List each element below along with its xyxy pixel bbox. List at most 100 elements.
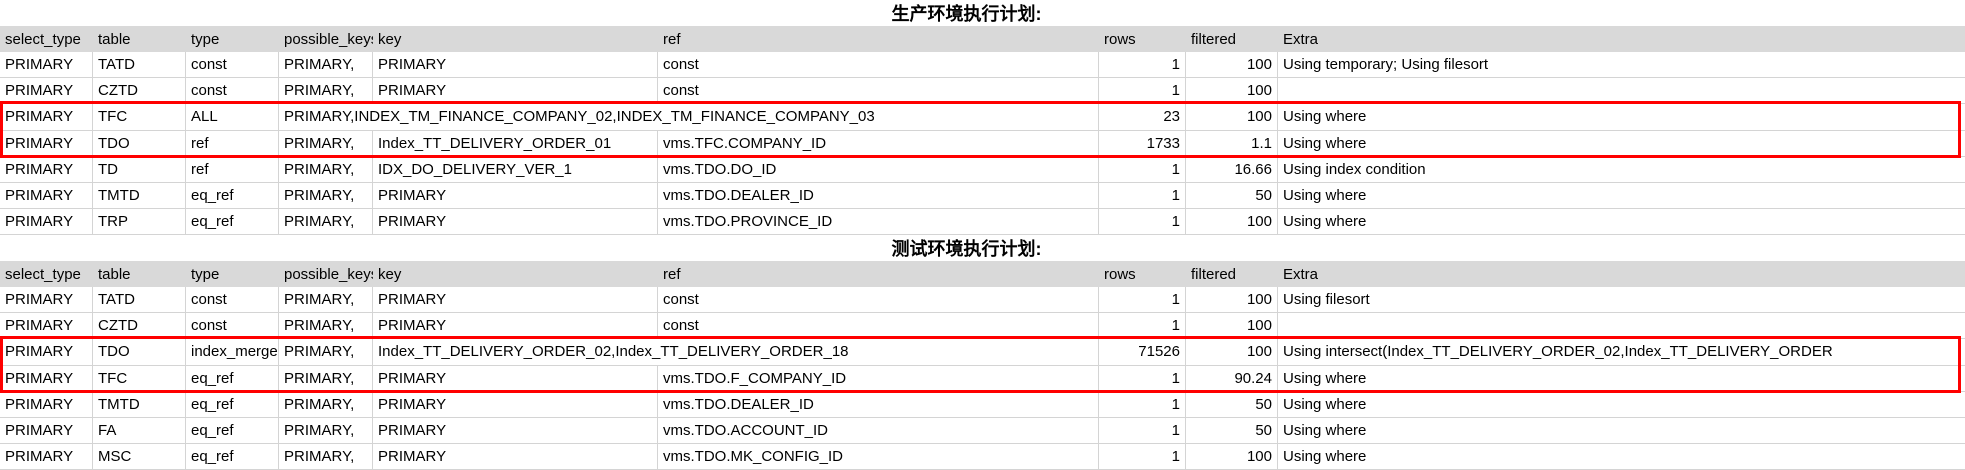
cell-possible-keys[interactable]: PRIMARY, (279, 182, 373, 209)
cell-rows[interactable]: 71526 (1099, 339, 1186, 366)
cell-rows[interactable]: 1 (1099, 443, 1186, 470)
cell-rows[interactable]: 1 (1099, 287, 1186, 314)
cell-table[interactable]: CZTD (93, 313, 186, 340)
cell-extra[interactable]: Using filesort (1278, 287, 1965, 314)
cell-extra[interactable]: Using where (1278, 444, 1965, 470)
cell-table[interactable]: MSC (93, 443, 186, 470)
cell-rows[interactable]: 1 (1099, 365, 1186, 392)
cell-select-type[interactable]: PRIMARY (0, 391, 93, 418)
header-select-type[interactable]: select_type (0, 26, 93, 53)
cell-table[interactable]: TRP (93, 208, 186, 235)
cell-rows[interactable]: 1 (1099, 313, 1186, 340)
cell-key[interactable]: PRIMARY (373, 313, 658, 340)
header-extra[interactable]: Extra (1278, 261, 1965, 288)
cell-ref[interactable]: vms.TDO.DO_ID (658, 156, 1099, 183)
cell-key[interactable]: PRIMARY (373, 182, 658, 209)
header-type[interactable]: type (186, 26, 279, 53)
cell-extra[interactable]: Using where (1278, 183, 1965, 209)
cell-extra[interactable]: Using temporary; Using filesort (1278, 52, 1965, 79)
cell-type[interactable]: ref (186, 130, 279, 157)
cell-table[interactable]: FA (93, 417, 186, 444)
cell-table[interactable]: TFC (93, 365, 186, 392)
cell-select-type[interactable]: PRIMARY (0, 182, 93, 209)
cell-type[interactable]: const (186, 287, 279, 314)
cell-possible-keys[interactable]: PRIMARY, (279, 313, 373, 340)
cell-type[interactable]: eq_ref (186, 443, 279, 470)
cell-table[interactable]: TATD (93, 52, 186, 79)
header-ref[interactable]: ref (658, 26, 1099, 53)
cell-select-type[interactable]: PRIMARY (0, 78, 93, 105)
cell-table[interactable]: TDO (93, 339, 186, 366)
cell-possible-keys[interactable]: PRIMARY, (279, 78, 373, 105)
cell-key[interactable]: IDX_DO_DELIVERY_VER_1 (373, 156, 658, 183)
cell-possible-keys[interactable]: PRIMARY, (279, 130, 373, 157)
cell-extra[interactable]: Using where (1278, 104, 1965, 131)
cell-table[interactable]: TDO (93, 130, 186, 157)
header-type[interactable]: type (186, 261, 279, 288)
cell-filtered[interactable]: 100 (1186, 287, 1278, 314)
cell-ref[interactable]: vms.TDO.DEALER_ID (658, 182, 1099, 209)
cell-table[interactable]: TFC (93, 104, 186, 131)
cell-key[interactable]: PRIMARY (373, 287, 658, 314)
cell-possible-keys[interactable]: PRIMARY, (279, 52, 373, 79)
cell-table[interactable]: TMTD (93, 391, 186, 418)
header-ref[interactable]: ref (658, 261, 1099, 288)
cell-possible-keys[interactable]: PRIMARY, (279, 208, 373, 235)
cell-filtered[interactable]: 100 (1186, 443, 1278, 470)
header-rows[interactable]: rows (1099, 261, 1186, 288)
cell-table[interactable]: CZTD (93, 78, 186, 105)
cell-ref[interactable]: vms.TDO.F_COMPANY_ID (658, 365, 1099, 392)
cell-select-type[interactable]: PRIMARY (0, 104, 93, 131)
cell-select-type[interactable]: PRIMARY (0, 208, 93, 235)
header-rows[interactable]: rows (1099, 26, 1186, 53)
cell-select-type[interactable]: PRIMARY (0, 130, 93, 157)
cell-extra[interactable]: Using where (1278, 392, 1965, 418)
cell-extra[interactable]: Using where (1278, 131, 1965, 157)
cell-key[interactable]: PRIMARY (373, 52, 658, 79)
cell-ref[interactable]: vms.TDO.MK_CONFIG_ID (658, 443, 1099, 470)
cell-type[interactable]: const (186, 313, 279, 340)
cell-filtered[interactable]: 100 (1186, 313, 1278, 340)
cell-filtered[interactable]: 50 (1186, 417, 1278, 444)
cell-filtered[interactable]: 100 (1186, 78, 1278, 105)
cell-key[interactable]: PRIMARY (373, 365, 658, 392)
cell-possible-keys[interactable]: PRIMARY, (279, 156, 373, 183)
header-key[interactable]: key (373, 261, 658, 288)
cell-rows[interactable]: 1 (1099, 417, 1186, 444)
cell-rows[interactable]: 1 (1099, 391, 1186, 418)
cell-possible-keys[interactable]: PRIMARY, (279, 287, 373, 314)
cell-extra[interactable]: Using where (1278, 366, 1965, 392)
header-possible-keys[interactable]: possible_keys (279, 261, 373, 288)
cell-select-type[interactable]: PRIMARY (0, 339, 93, 366)
cell-extra[interactable] (1278, 313, 1965, 340)
header-extra[interactable]: Extra (1278, 26, 1965, 53)
cell-type[interactable]: ALL (186, 104, 279, 131)
cell-ref[interactable]: vms.TDO.PROVINCE_ID (658, 208, 1099, 235)
cell-key-overflow[interactable]: Index_TT_DELIVERY_ORDER_02,Index_TT_DELI… (373, 339, 1099, 366)
cell-extra[interactable]: Using index condition (1278, 157, 1965, 183)
cell-possible-keys[interactable]: PRIMARY, (279, 365, 373, 392)
cell-rows[interactable]: 1 (1099, 156, 1186, 183)
cell-filtered[interactable]: 100 (1186, 52, 1278, 79)
cell-select-type[interactable]: PRIMARY (0, 287, 93, 314)
cell-filtered[interactable]: 50 (1186, 391, 1278, 418)
cell-possible-keys[interactable]: PRIMARY, (279, 443, 373, 470)
header-filtered[interactable]: filtered (1186, 26, 1278, 53)
cell-filtered[interactable]: 100 (1186, 339, 1278, 366)
cell-key[interactable]: PRIMARY (373, 208, 658, 235)
cell-type[interactable]: eq_ref (186, 182, 279, 209)
cell-ref[interactable]: const (658, 313, 1099, 340)
header-possible-keys[interactable]: possible_keys (279, 26, 373, 53)
cell-key[interactable]: PRIMARY (373, 391, 658, 418)
cell-possible-keys[interactable]: PRIMARY, (279, 339, 373, 366)
cell-ref[interactable]: const (658, 287, 1099, 314)
cell-rows[interactable]: 1733 (1099, 130, 1186, 157)
cell-select-type[interactable]: PRIMARY (0, 417, 93, 444)
cell-type[interactable]: eq_ref (186, 417, 279, 444)
cell-filtered[interactable]: 1.1 (1186, 130, 1278, 157)
header-key[interactable]: key (373, 26, 658, 53)
cell-rows[interactable]: 1 (1099, 208, 1186, 235)
header-table[interactable]: table (93, 261, 186, 288)
cell-type[interactable]: eq_ref (186, 391, 279, 418)
cell-filtered[interactable]: 50 (1186, 182, 1278, 209)
